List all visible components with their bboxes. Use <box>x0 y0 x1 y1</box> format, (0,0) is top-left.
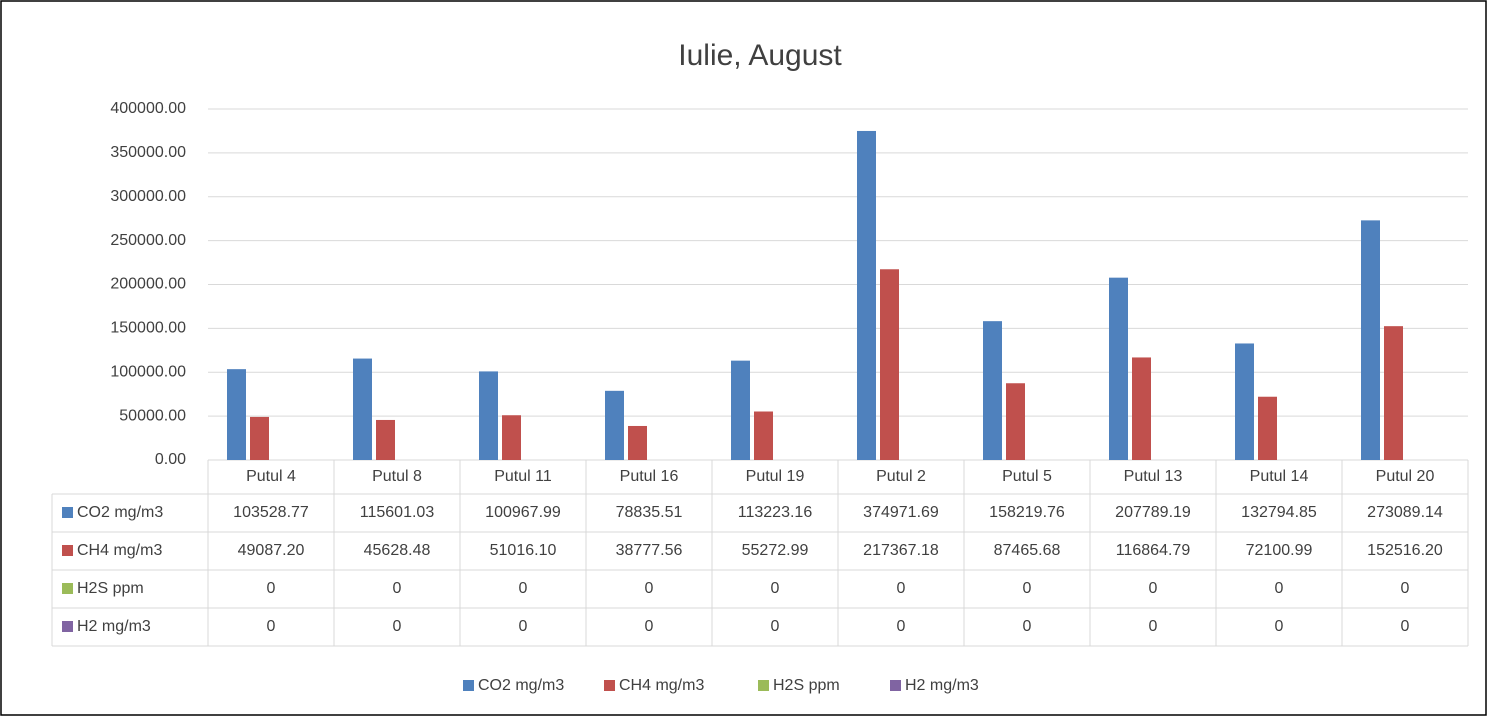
table-series-name: CO2 mg/m3 <box>77 504 163 521</box>
bar <box>628 425 647 460</box>
legend-key <box>604 680 615 691</box>
table-cell: 0 <box>897 580 906 597</box>
x-tick-label: Putul 14 <box>1250 468 1309 485</box>
table-cell: 0 <box>267 580 276 597</box>
table-cell: 0 <box>393 618 402 635</box>
bar <box>857 130 876 460</box>
bar <box>1132 357 1151 460</box>
table-series-name: H2 mg/m3 <box>77 618 151 635</box>
table-cell: 87465.68 <box>994 542 1061 559</box>
table-cell: 38777.56 <box>616 542 683 559</box>
bar <box>731 360 750 460</box>
x-tick-label: Putul 5 <box>1002 468 1052 485</box>
y-tick-label: 0.00 <box>155 451 186 468</box>
legend-key <box>758 680 769 691</box>
table-cell: 0 <box>1401 580 1410 597</box>
table-cell: 0 <box>1401 618 1410 635</box>
table-cell: 152516.20 <box>1367 542 1443 559</box>
table-legend-key <box>62 507 73 518</box>
table-cell: 116864.79 <box>1116 542 1191 559</box>
bar <box>1384 326 1403 460</box>
table-cell: 0 <box>1149 618 1158 635</box>
x-tick-label: Putul 8 <box>372 468 422 485</box>
table-cell: 0 <box>645 618 654 635</box>
y-tick-label: 150000.00 <box>110 320 186 337</box>
table-cell: 45628.48 <box>364 542 431 559</box>
table-series-name: CH4 mg/m3 <box>77 542 162 559</box>
legend-label: H2 mg/m3 <box>905 677 979 694</box>
x-tick-label: Putul 13 <box>1124 468 1183 485</box>
bar <box>605 390 624 460</box>
y-tick-label: 250000.00 <box>110 232 186 249</box>
table-cell: 0 <box>771 580 780 597</box>
bar <box>1258 396 1277 460</box>
legend-label: H2S ppm <box>773 677 840 694</box>
table-cell: 273089.14 <box>1367 504 1443 521</box>
table-cell: 0 <box>267 618 276 635</box>
legend-label: CO2 mg/m3 <box>478 677 564 694</box>
bar <box>479 371 498 460</box>
bar <box>376 419 395 460</box>
table-cell: 0 <box>519 580 528 597</box>
table-cell: 55272.99 <box>742 542 809 559</box>
table-cell: 0 <box>1275 580 1284 597</box>
bar <box>250 416 269 460</box>
bar <box>502 415 521 460</box>
table-cell: 103528.77 <box>233 504 309 521</box>
y-tick-label: 300000.00 <box>110 188 186 205</box>
table-cell: 0 <box>1023 618 1032 635</box>
table-cell: 374971.69 <box>863 504 939 521</box>
table-cell: 158219.76 <box>989 504 1065 521</box>
table-cell: 51016.10 <box>490 542 557 559</box>
bar <box>1006 383 1025 460</box>
x-tick-label: Putul 11 <box>494 468 552 485</box>
x-tick-label: Putul 19 <box>746 468 805 485</box>
bar <box>1109 277 1128 460</box>
table-cell: 0 <box>1275 618 1284 635</box>
table-cell: 132794.85 <box>1241 504 1317 521</box>
legend-key <box>463 680 474 691</box>
bar <box>227 369 246 460</box>
table-cell: 0 <box>519 618 528 635</box>
table-cell: 207789.19 <box>1115 504 1191 521</box>
table-cell: 72100.99 <box>1246 542 1313 559</box>
table-cell: 0 <box>897 618 906 635</box>
table-legend-key <box>62 545 73 556</box>
x-tick-label: Putul 2 <box>876 468 926 485</box>
x-tick-label: Putul 16 <box>620 468 679 485</box>
table-cell: 0 <box>393 580 402 597</box>
bar <box>880 269 899 460</box>
x-tick-label: Putul 4 <box>246 468 296 485</box>
table-series-name: H2S ppm <box>77 580 144 597</box>
table-cell: 49087.20 <box>238 542 305 559</box>
table-cell: 78835.51 <box>616 504 683 521</box>
bar <box>754 411 773 460</box>
x-tick-label: Putul 20 <box>1376 468 1435 485</box>
legend-label: CH4 mg/m3 <box>619 677 704 694</box>
y-tick-label: 400000.00 <box>110 100 186 117</box>
table-cell: 0 <box>771 618 780 635</box>
bar <box>983 321 1002 460</box>
table-cell: 0 <box>1149 580 1158 597</box>
legend-key <box>890 680 901 691</box>
chart-title: Iulie, August <box>678 39 842 72</box>
table-cell: 100967.99 <box>485 504 561 521</box>
bar <box>353 358 372 460</box>
y-tick-label: 200000.00 <box>110 276 186 293</box>
bar <box>1235 343 1254 460</box>
table-legend-key <box>62 621 73 632</box>
table-cell: 115601.03 <box>360 504 435 521</box>
table-cell: 217367.18 <box>863 542 939 559</box>
y-tick-label: 50000.00 <box>119 407 186 424</box>
bar <box>1361 220 1380 460</box>
table-cell: 0 <box>1023 580 1032 597</box>
table-legend-key <box>62 583 73 594</box>
y-tick-label: 350000.00 <box>110 144 186 161</box>
table-cell: 113223.16 <box>738 504 813 521</box>
y-tick-label: 100000.00 <box>110 363 186 380</box>
table-cell: 0 <box>645 580 654 597</box>
